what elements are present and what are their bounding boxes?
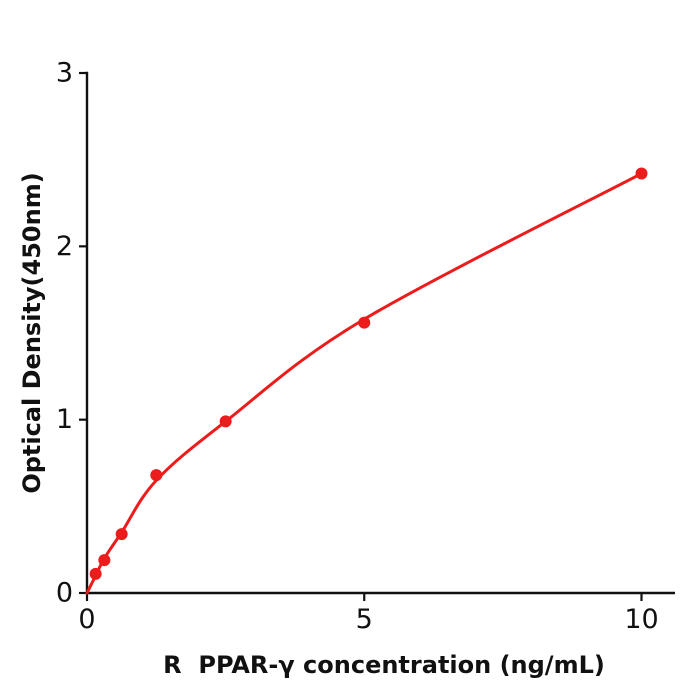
y-tick-label: 0 xyxy=(56,578,73,609)
data-point-marker xyxy=(635,167,648,180)
axis-ticks: 0 1 2 3 0 5 10 xyxy=(56,58,659,635)
y-tick-label: 1 xyxy=(56,404,73,435)
x-axis-label: R PPAR-γ concentration (ng/mL) xyxy=(163,651,605,679)
y-axis-label: Optical Density(450nm) xyxy=(18,172,46,493)
y-tick-label: 3 xyxy=(56,58,73,89)
data-point-marker xyxy=(115,528,128,541)
data-points xyxy=(89,167,648,580)
data-point-marker xyxy=(358,316,371,329)
x-tick-label: 5 xyxy=(356,604,373,635)
standard-curve-line xyxy=(85,172,643,595)
data-point-marker xyxy=(150,469,163,482)
data-point-marker xyxy=(98,554,111,567)
x-tick-label: 0 xyxy=(78,604,95,635)
axes xyxy=(85,71,675,595)
fitted-curve xyxy=(85,172,643,595)
data-point-marker xyxy=(219,415,232,428)
data-point-marker xyxy=(89,567,102,580)
x-tick-label: 10 xyxy=(624,604,658,635)
y-tick-label: 2 xyxy=(56,231,73,262)
